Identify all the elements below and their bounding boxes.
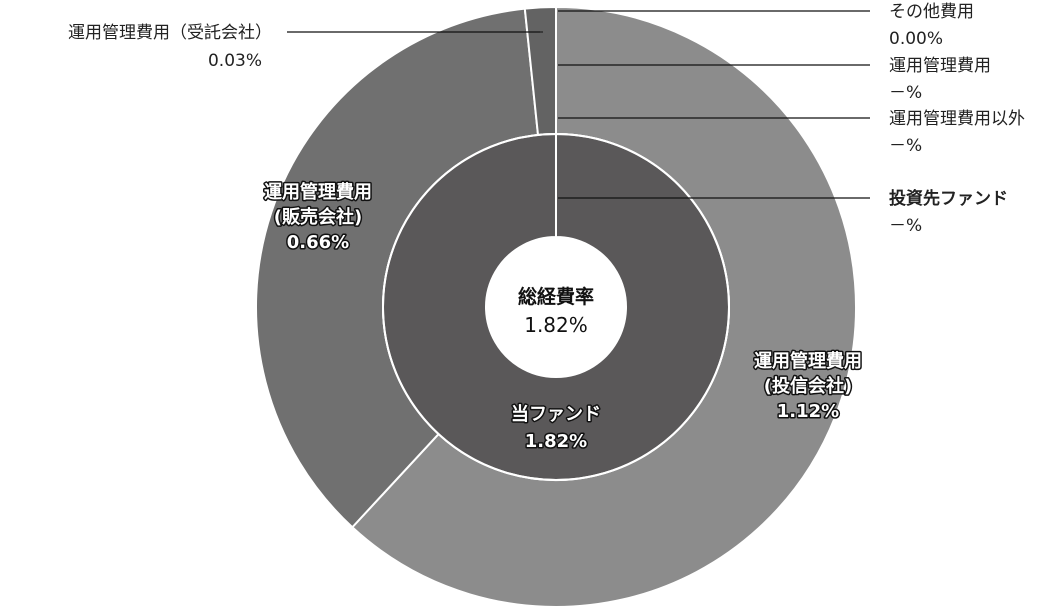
ext-value-mgmt: －% bbox=[889, 83, 922, 103]
ext-label-other: その他費用 bbox=[889, 2, 974, 22]
ext-label-non-mgmt: 運用管理費用以外 bbox=[889, 109, 1025, 129]
outer-label-trust-2: (投信会社) bbox=[764, 375, 852, 397]
ext-label-invest-fund: 投資先ファンド bbox=[889, 188, 1008, 209]
inner-label-fund: 当ファンド bbox=[511, 403, 601, 425]
outer-label-sales-2: (販売会社) bbox=[274, 206, 362, 228]
ext-value-non-mgmt: －% bbox=[889, 136, 922, 156]
ext-value-other: 0.00% bbox=[889, 29, 943, 49]
inner-value-fund: 1.82% bbox=[525, 431, 587, 452]
ext-value-custodian: 0.03% bbox=[208, 51, 262, 71]
outer-label-trust-1: 運用管理費用 bbox=[754, 350, 862, 372]
outer-label-sales-1: 運用管理費用 bbox=[264, 181, 372, 203]
outer-value-trust: 1.12% bbox=[777, 401, 839, 422]
center-hole bbox=[486, 237, 626, 377]
ext-label-mgmt: 運用管理費用 bbox=[889, 56, 991, 76]
outer-value-sales: 0.66% bbox=[287, 232, 349, 253]
center-value: 1.82% bbox=[524, 313, 588, 337]
center-title: 総経費率 bbox=[518, 285, 594, 308]
ext-value-invest-fund: －% bbox=[889, 216, 922, 236]
ext-label-custodian: 運用管理費用（受託会社） bbox=[68, 23, 272, 43]
